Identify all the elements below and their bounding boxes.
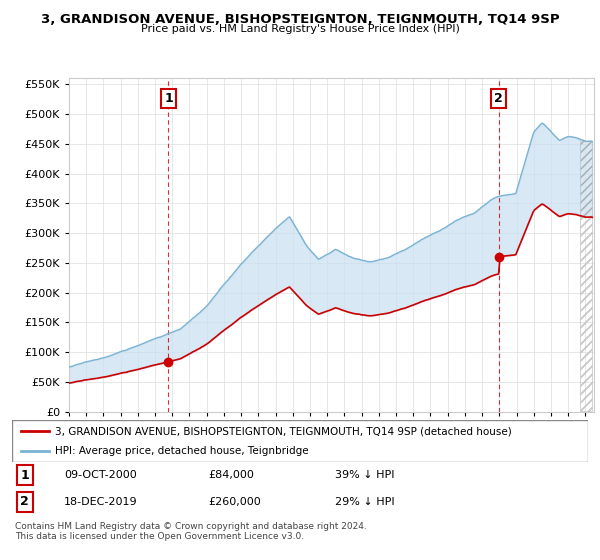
Text: 1: 1 [164, 92, 173, 105]
Text: 29% ↓ HPI: 29% ↓ HPI [335, 497, 394, 507]
Text: 2: 2 [494, 92, 503, 105]
Text: 2: 2 [20, 496, 29, 508]
Text: £260,000: £260,000 [208, 497, 260, 507]
Text: 18-DEC-2019: 18-DEC-2019 [64, 497, 137, 507]
Text: 09-OCT-2000: 09-OCT-2000 [64, 470, 137, 480]
Text: 39% ↓ HPI: 39% ↓ HPI [335, 470, 394, 480]
Text: 3, GRANDISON AVENUE, BISHOPSTEIGNTON, TEIGNMOUTH, TQ14 9SP (detached house): 3, GRANDISON AVENUE, BISHOPSTEIGNTON, TE… [55, 426, 512, 436]
Text: Price paid vs. HM Land Registry's House Price Index (HPI): Price paid vs. HM Land Registry's House … [140, 24, 460, 34]
Text: 3, GRANDISON AVENUE, BISHOPSTEIGNTON, TEIGNMOUTH, TQ14 9SP: 3, GRANDISON AVENUE, BISHOPSTEIGNTON, TE… [41, 13, 559, 26]
Text: HPI: Average price, detached house, Teignbridge: HPI: Average price, detached house, Teig… [55, 446, 309, 456]
Text: £84,000: £84,000 [208, 470, 254, 480]
Text: 1: 1 [20, 469, 29, 482]
Text: Contains HM Land Registry data © Crown copyright and database right 2024.
This d: Contains HM Land Registry data © Crown c… [15, 522, 367, 542]
